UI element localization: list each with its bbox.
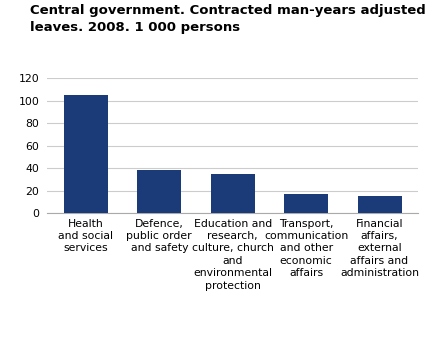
Bar xyxy=(210,174,254,213)
Bar xyxy=(137,170,181,213)
Bar xyxy=(283,194,328,213)
Text: Central government. Contracted man-years adjusted for long-term
leaves. 2008. 1 : Central government. Contracted man-years… xyxy=(30,4,426,34)
Bar xyxy=(64,95,108,213)
Bar xyxy=(357,196,400,213)
